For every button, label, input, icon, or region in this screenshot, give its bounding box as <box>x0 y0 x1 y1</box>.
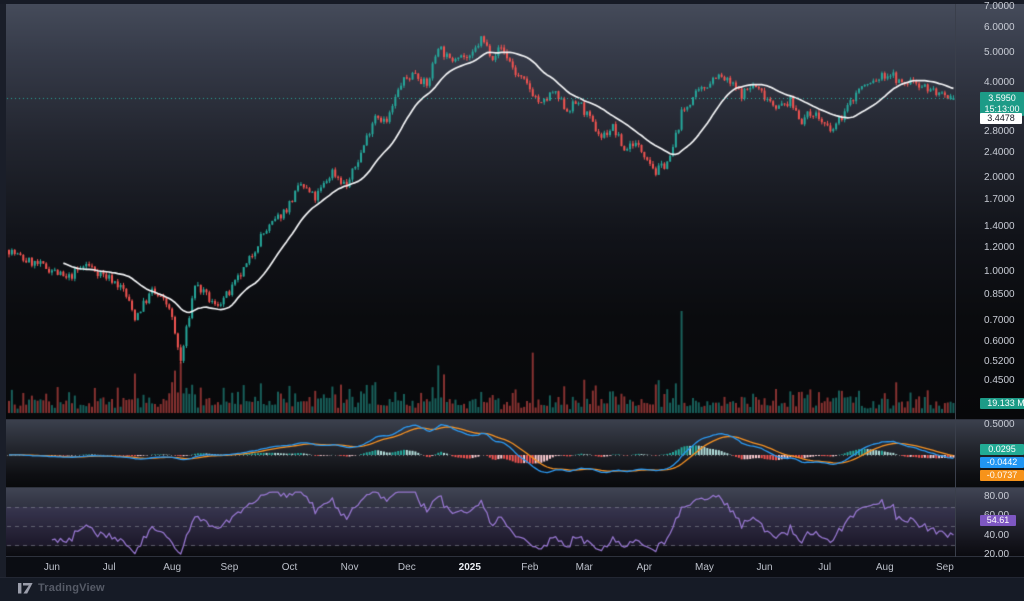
macd-scale-tick: 0.5000 <box>984 419 1015 430</box>
tradingview-logo[interactable]: TradingView <box>18 582 105 594</box>
rsi-value-badge: 54.61 <box>980 515 1016 526</box>
macd-histogram-badge: 0.0295 <box>980 444 1024 455</box>
macd-line-badge: -0.0442 <box>980 457 1024 468</box>
price-tick-label: 2.4000 <box>984 147 1015 158</box>
macd-signal-badge: -0.0737 <box>980 470 1024 481</box>
last-price-badge: 3.5950 15:13:00 <box>980 92 1024 116</box>
rsi-tick-label: 80.00 <box>984 490 1010 502</box>
time-axis-label: Mar <box>575 562 593 573</box>
price-tick-label: 1.0000 <box>984 266 1015 278</box>
price-tick-label: 4.0000 <box>984 77 1015 89</box>
last-price-value: 3.5950 <box>988 93 1016 103</box>
price-tick-label: 0.8500 <box>984 288 1015 300</box>
ma-value-badge: 3.4478 <box>980 113 1022 124</box>
time-axis-label: Oct <box>281 562 298 573</box>
price-tick-label: 1.4000 <box>984 220 1015 232</box>
time-axis-label: 2025 <box>458 562 481 573</box>
pane-separator[interactable] <box>0 419 1024 420</box>
price-tick-label: 0.6000 <box>984 336 1015 348</box>
price-tick-label: 7.0000 <box>984 1 1015 13</box>
price-tick-label: 0.5200 <box>984 355 1015 367</box>
time-axis-label: Jul <box>102 562 116 573</box>
rsi-tick-label: 20.00 <box>984 549 1010 560</box>
price-tick-label: 2.0000 <box>984 171 1015 183</box>
price-tick-label: 1.7000 <box>984 194 1015 206</box>
price-tick-label: 0.7000 <box>984 315 1015 327</box>
time-axis-label: Sep <box>220 562 239 573</box>
rsi-tick-label: 40.00 <box>984 529 1010 541</box>
bar-countdown: 15:13:00 <box>984 104 1020 114</box>
time-axis-label: Jun <box>43 562 60 573</box>
time-axis-label: May <box>695 562 714 573</box>
price-scale-border <box>955 4 956 557</box>
time-axis-label: Jul <box>818 562 832 573</box>
pane-separator <box>0 577 1024 578</box>
price-tick-label: 2.8000 <box>984 125 1015 137</box>
time-axis-label: Nov <box>340 562 359 573</box>
time-axis-label: Feb <box>521 562 539 573</box>
tradingview-logo-text: TradingView <box>38 582 105 594</box>
pane-separator[interactable] <box>0 487 1024 488</box>
chart-left-edge <box>0 4 6 577</box>
time-axis-label: Apr <box>636 562 653 573</box>
price-tick-label: 6.0000 <box>984 22 1015 34</box>
price-tick-label: 1.2000 <box>984 241 1015 253</box>
time-axis-label: Jun <box>756 562 773 573</box>
time-axis-label: Dec <box>397 562 416 573</box>
time-axis-label: Sep <box>935 562 954 573</box>
price-tick-label: 0.4500 <box>984 375 1015 387</box>
volume-value-badge: 19.133 M <box>980 398 1024 409</box>
pane-separator <box>0 556 1024 557</box>
price-tick-label: 5.0000 <box>984 46 1015 58</box>
tradingview-logo-icon <box>18 582 33 594</box>
time-axis-label: Aug <box>875 562 894 573</box>
time-axis-label: Aug <box>163 562 182 573</box>
